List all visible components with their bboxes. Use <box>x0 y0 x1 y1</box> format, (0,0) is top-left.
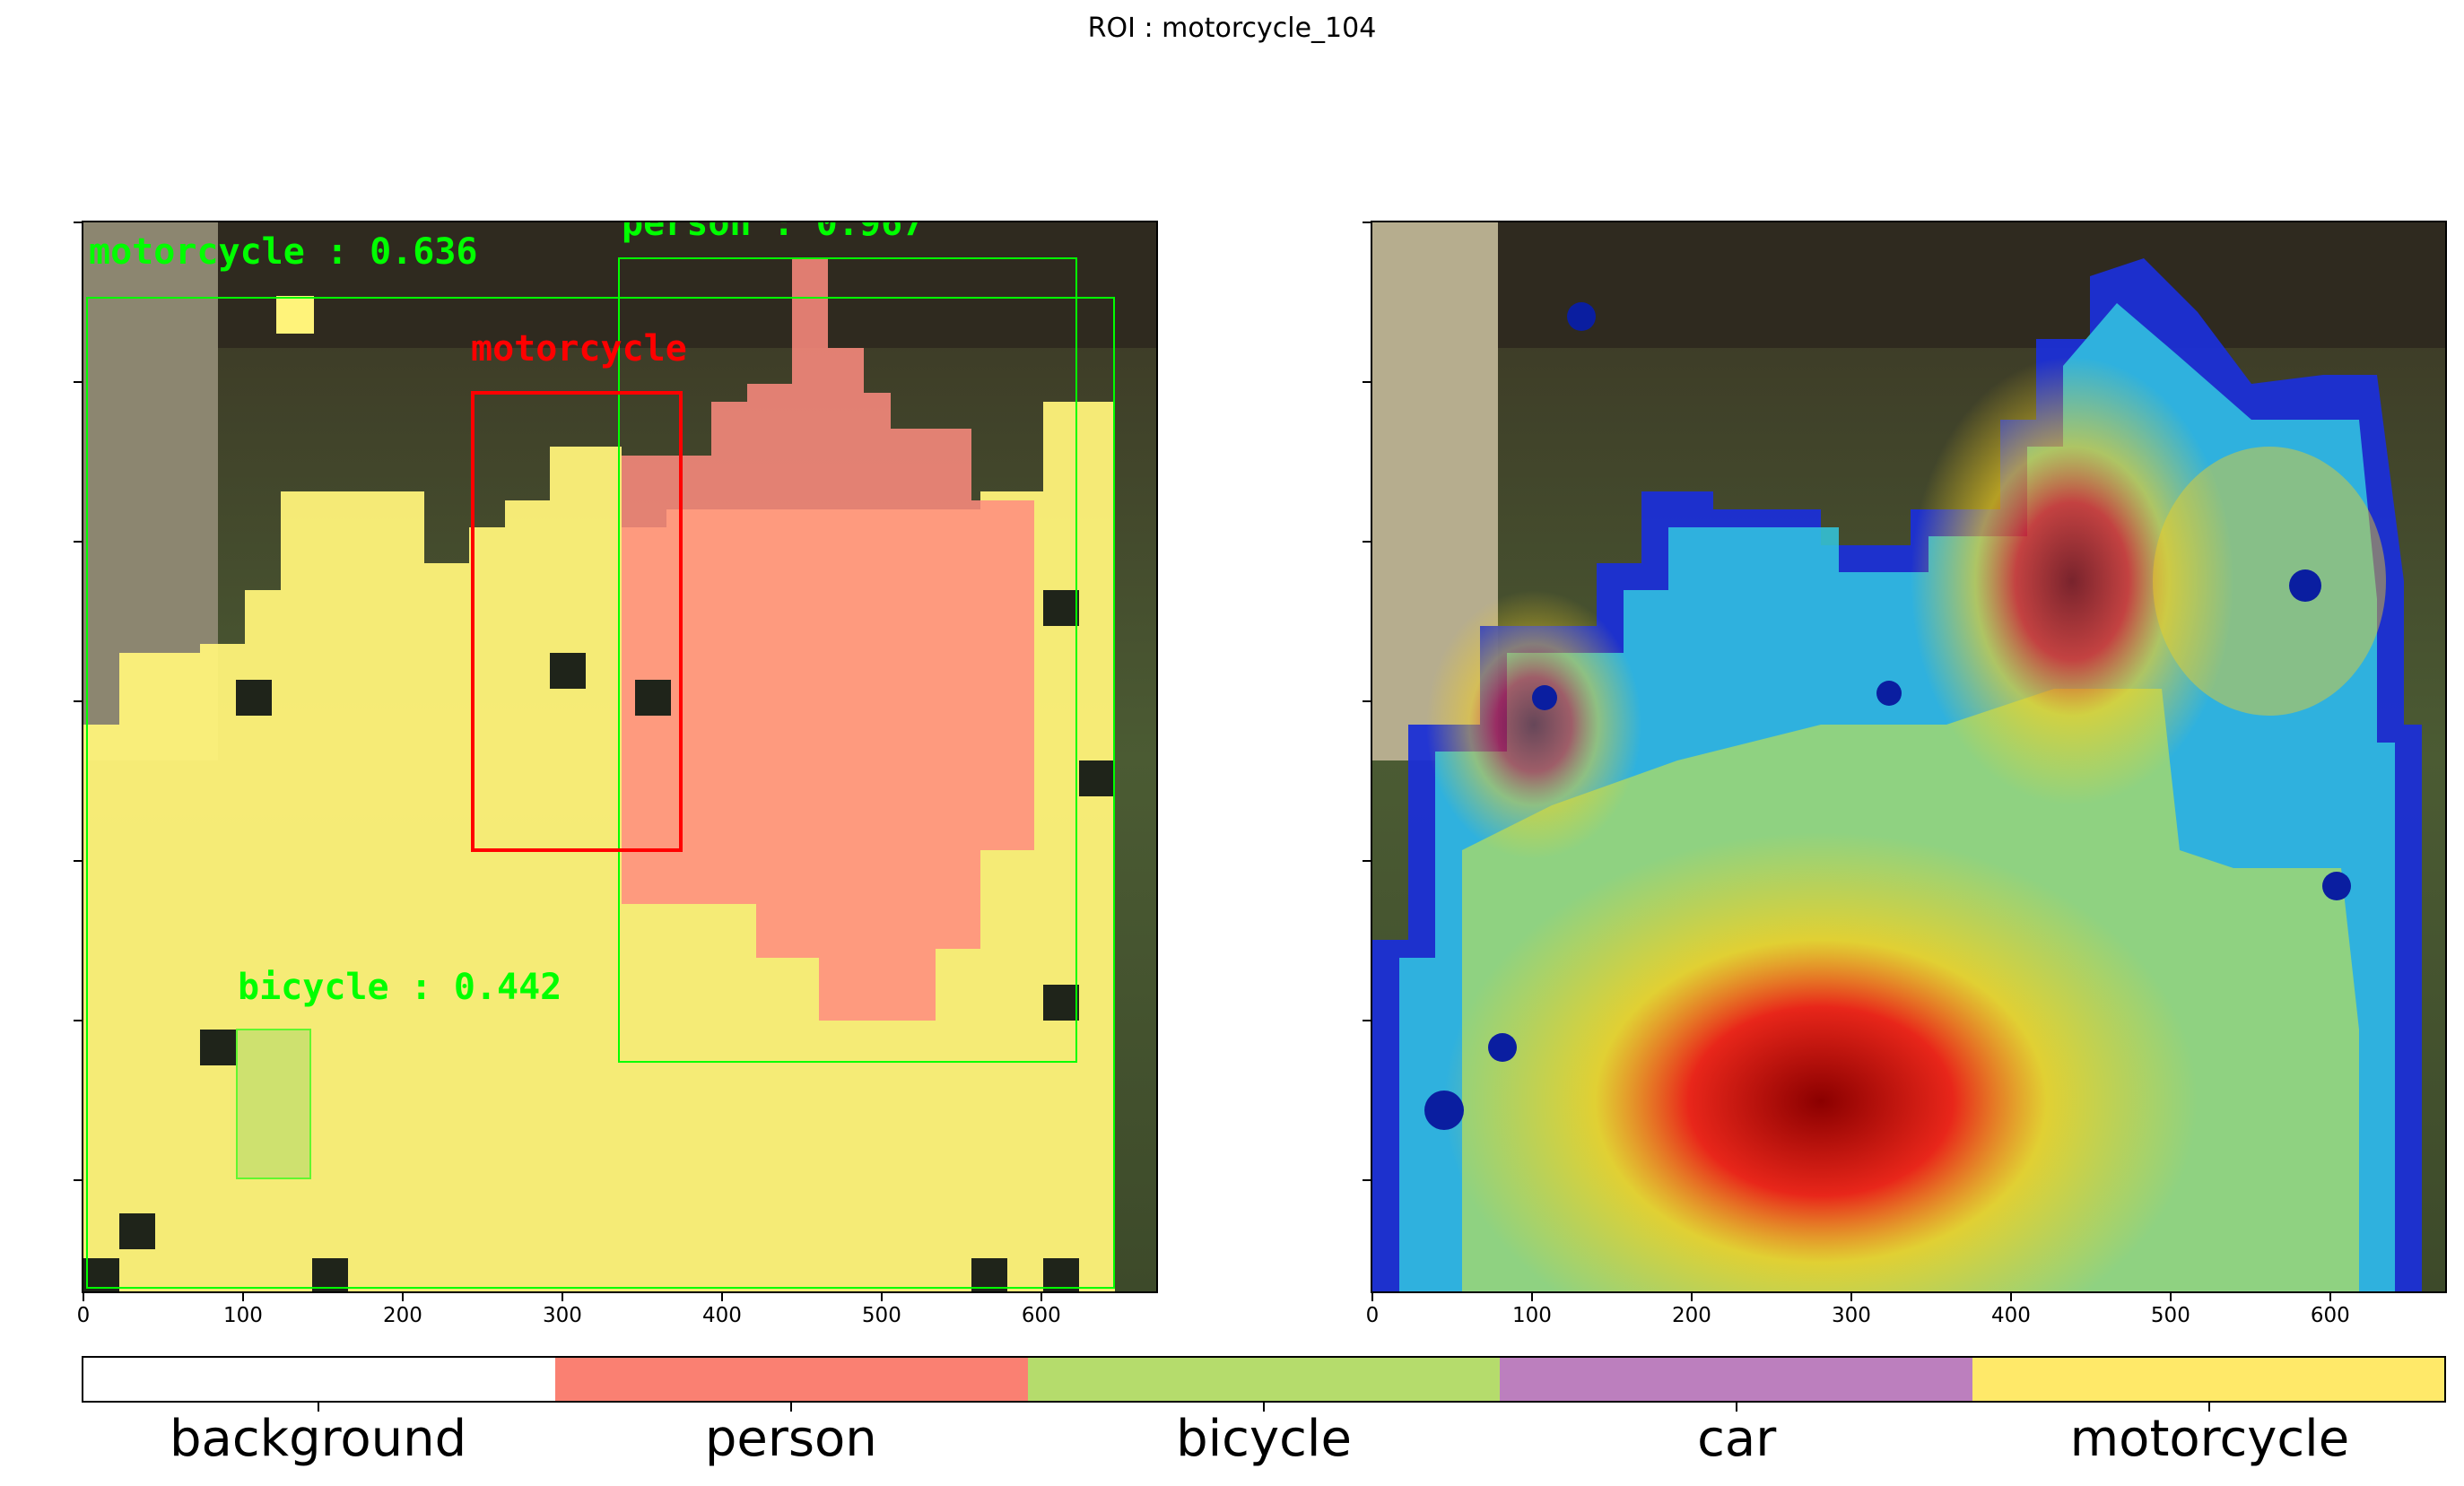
figure-title: ROI : motorcycle_104 <box>1087 13 1377 44</box>
left-x-tick-mark <box>83 1293 84 1301</box>
left-x-tick-label: 0 <box>76 1304 91 1327</box>
legend-swatch-motorcycle <box>1972 1358 2445 1401</box>
right-x-tick-label: 200 <box>1671 1304 1711 1327</box>
right-x-tick-label: 0 <box>1365 1304 1380 1327</box>
right-x-tick-label: 100 <box>1512 1304 1552 1327</box>
left-y-tick-mark <box>74 540 82 543</box>
heatmap-overlay <box>1372 222 2445 1291</box>
left-y-tick-mark <box>74 222 82 223</box>
left-x-tick-label: 400 <box>701 1304 742 1327</box>
segmentation-overlay <box>83 222 1156 1291</box>
left-x-tick-label: 200 <box>382 1304 422 1327</box>
detection-label-person: person : 0.967 <box>622 221 925 244</box>
legend-swatch-background <box>83 1358 556 1401</box>
left-x-tick-label: 500 <box>861 1304 901 1327</box>
left-x-tick-label: 100 <box>223 1304 263 1327</box>
legend-label-car: car <box>1697 1410 1777 1468</box>
left-x-tick-mark <box>880 1293 883 1301</box>
left-x-tick-mark <box>561 1293 563 1301</box>
heatmap-image <box>1371 221 2447 1293</box>
detection-label-bicycle: bicycle : 0.442 <box>238 967 562 1008</box>
right-x-tick-mark <box>1530 1293 1533 1301</box>
legend-tick <box>2208 1401 2211 1412</box>
right-x-tick-label: 400 <box>1990 1304 2031 1327</box>
right-y-tick-mark <box>1363 859 1371 862</box>
right-x-tick-mark <box>2009 1293 2012 1301</box>
right-x-tick-mark <box>2169 1293 2172 1301</box>
left-y-tick-mark <box>74 380 82 383</box>
left-x-tick-mark <box>1040 1293 1042 1301</box>
legend-label-bicycle: bicycle <box>1176 1410 1352 1468</box>
legend-label-motorcycle: motorcycle <box>2069 1410 2350 1468</box>
legend-swatch-car <box>1500 1358 1972 1401</box>
left-y-tick-mark <box>74 700 82 702</box>
right-x-tick-mark <box>1690 1293 1693 1301</box>
right-y-tick-mark <box>1363 222 1371 223</box>
detection-label-motorcycle: motorcycle : 0.636 <box>89 231 478 273</box>
roi-label: motorcycle <box>471 328 687 369</box>
legend-tick <box>317 1401 319 1412</box>
class-legend <box>82 1356 2446 1403</box>
left-x-tick-mark <box>241 1293 244 1301</box>
left-x-tick-mark <box>720 1293 723 1301</box>
legend-label-background: background <box>169 1410 467 1468</box>
right-y-tick-mark <box>1363 540 1371 543</box>
legend-labels: background person bicycle car motorcycle <box>82 1410 2446 1468</box>
right-x-tick-label: 500 <box>2150 1304 2190 1327</box>
right-x-tick-label: 600 <box>2310 1304 2350 1327</box>
legend-swatch-person <box>555 1358 1028 1401</box>
left-y-tick-mark <box>74 859 82 862</box>
right-x-tick-mark <box>1371 1293 1373 1301</box>
right-y-tick-mark <box>1363 700 1371 702</box>
legend-tick <box>1263 1401 1265 1412</box>
left-x-tick-label: 600 <box>1021 1304 1061 1327</box>
right-y-tick-mark <box>1363 380 1371 383</box>
segmentation-image: motorcycle : 0.636 person : 0.967 motorc… <box>82 221 1158 1293</box>
legend-tick <box>789 1401 792 1412</box>
left-x-tick-label: 300 <box>542 1304 582 1327</box>
right-x-tick-label: 300 <box>1831 1304 1871 1327</box>
legend-tick <box>1736 1401 1738 1412</box>
right-y-tick-mark <box>1363 1178 1371 1181</box>
right-y-tick-mark <box>1363 1019 1371 1021</box>
left-x-tick-mark <box>401 1293 404 1301</box>
right-x-tick-mark <box>2329 1293 2331 1301</box>
left-y-tick-mark <box>74 1019 82 1021</box>
left-y-tick-mark <box>74 1178 82 1181</box>
right-x-tick-mark <box>1850 1293 1852 1301</box>
legend-label-person: person <box>704 1410 877 1468</box>
legend-swatch-bicycle <box>1027 1358 1501 1401</box>
